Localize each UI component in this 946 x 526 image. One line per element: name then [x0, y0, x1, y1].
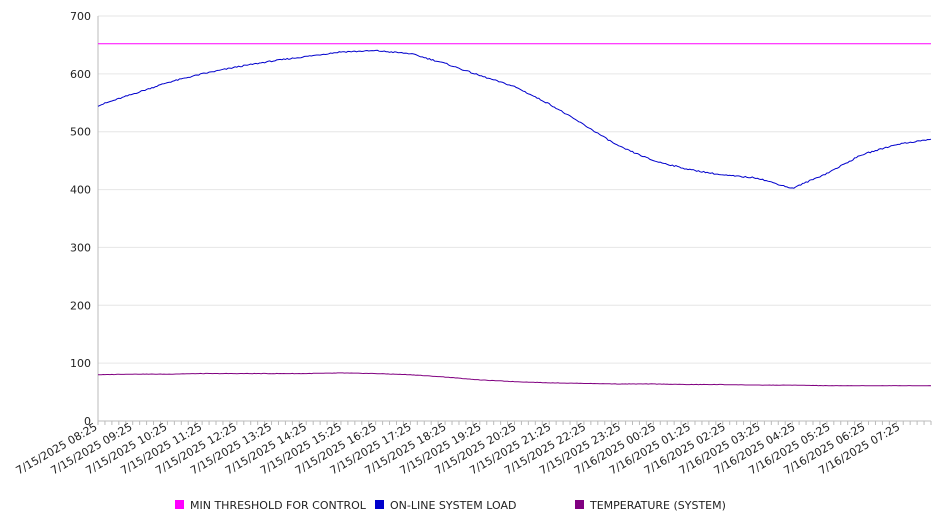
- y-tick-label: 700: [70, 10, 91, 23]
- legend-label: ON-LINE SYSTEM LOAD: [390, 499, 516, 512]
- y-tick-label: 200: [70, 299, 91, 312]
- y-tick-label: 100: [70, 357, 91, 370]
- series-lines: [97, 43, 932, 387]
- y-tick-label: 500: [70, 126, 91, 139]
- y-tick-label: 600: [70, 68, 91, 81]
- legend-label: MIN THRESHOLD FOR CONTROL: [190, 499, 367, 512]
- x-tick-labels: 7/15/2025 08:257/15/2025 09:257/15/2025 …: [14, 420, 903, 477]
- axes: [97, 16, 932, 425]
- legend-swatch: [575, 500, 584, 509]
- y-tick-label: 400: [70, 184, 91, 197]
- series-line: [97, 49, 932, 189]
- legend-label: TEMPERATURE (SYSTEM): [589, 499, 726, 512]
- legend-swatch: [175, 500, 184, 509]
- legend-swatch: [375, 500, 384, 509]
- legend: MIN THRESHOLD FOR CONTROL ON-LINE SYSTEM …: [175, 499, 726, 512]
- series-line: [97, 372, 932, 387]
- y-tick-label: 300: [70, 241, 91, 254]
- grid: [98, 15, 931, 364]
- y-tick-labels: 0 100 200 300 400 500 600 700: [70, 10, 91, 428]
- y-tick-label: 0: [84, 415, 91, 428]
